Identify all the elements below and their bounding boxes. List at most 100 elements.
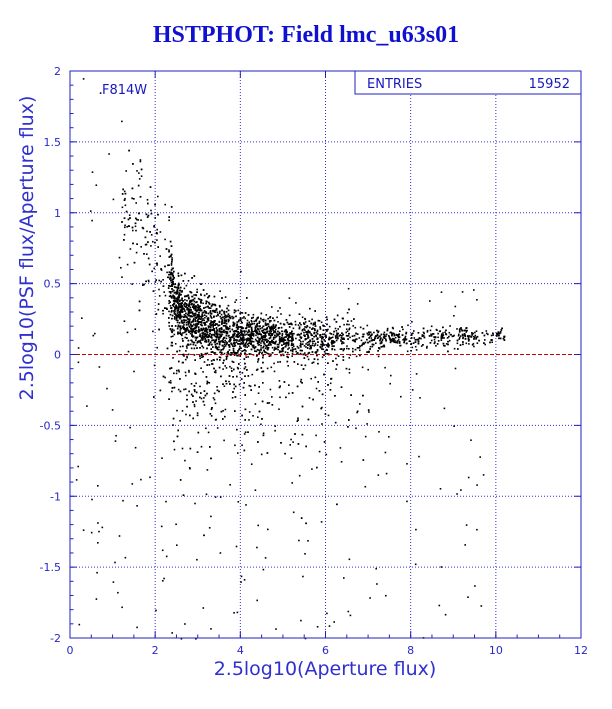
data-point <box>475 336 478 339</box>
data-point <box>162 375 165 378</box>
data-point <box>318 320 321 322</box>
data-point <box>311 351 314 353</box>
data-point <box>329 337 332 340</box>
data-point <box>326 323 328 326</box>
data-point <box>380 333 383 336</box>
data-point <box>184 330 187 333</box>
data-point <box>177 296 179 298</box>
data-point <box>207 325 210 327</box>
data-point <box>236 354 238 357</box>
data-point <box>219 359 221 361</box>
data-point <box>343 323 345 326</box>
data-point <box>279 396 281 399</box>
data-point <box>346 347 348 350</box>
data-point <box>244 343 247 345</box>
data-point <box>313 345 315 347</box>
data-point <box>471 344 474 346</box>
data-point <box>140 219 142 221</box>
data-point <box>124 192 127 195</box>
data-point <box>234 396 237 398</box>
data-point <box>370 339 373 342</box>
data-point <box>367 368 369 371</box>
data-point <box>198 328 200 331</box>
data-point <box>244 419 246 421</box>
data-point <box>280 350 282 353</box>
data-point <box>473 338 475 340</box>
data-point <box>300 344 302 346</box>
data-point <box>227 320 230 323</box>
data-point <box>248 329 250 331</box>
data-point <box>257 332 259 335</box>
data-point <box>264 351 266 353</box>
data-point <box>229 336 232 339</box>
data-point <box>442 332 444 334</box>
data-point <box>238 319 240 322</box>
data-point <box>383 337 386 339</box>
data-point <box>153 267 155 270</box>
data-point <box>264 332 266 334</box>
data-point <box>483 342 485 344</box>
data-point <box>129 426 131 429</box>
data-point <box>228 344 230 346</box>
data-point <box>273 330 276 332</box>
data-point <box>218 312 221 314</box>
data-point <box>210 334 213 336</box>
data-point <box>264 339 267 342</box>
data-point <box>414 339 417 341</box>
data-point <box>206 300 208 303</box>
data-point <box>138 309 141 312</box>
data-point <box>201 356 203 358</box>
data-point <box>254 338 257 341</box>
data-point <box>441 336 444 338</box>
data-point <box>250 319 253 322</box>
data-point <box>274 425 276 427</box>
data-point <box>229 325 231 328</box>
data-point <box>281 338 284 341</box>
data-point <box>336 336 339 338</box>
data-point <box>240 378 243 380</box>
data-point <box>410 333 413 335</box>
data-point <box>267 347 269 349</box>
data-point <box>274 334 276 337</box>
data-point <box>194 312 197 315</box>
data-point <box>147 279 150 282</box>
data-point <box>195 326 197 329</box>
data-point <box>169 328 172 330</box>
data-point <box>433 336 435 338</box>
data-point <box>270 330 272 333</box>
data-point <box>257 524 259 527</box>
data-point <box>319 334 321 337</box>
data-point <box>196 323 198 326</box>
data-point <box>171 272 174 274</box>
data-point <box>212 346 214 348</box>
data-point <box>177 324 180 327</box>
data-point <box>168 317 170 319</box>
data-point <box>221 316 223 319</box>
data-point <box>191 328 193 331</box>
data-point <box>404 335 407 338</box>
data-point <box>212 328 215 331</box>
data-point <box>170 245 173 247</box>
data-point <box>333 621 335 623</box>
data-point <box>342 349 345 352</box>
data-point <box>264 347 267 350</box>
y-tick-label: 2 <box>54 65 61 78</box>
data-point <box>205 302 207 305</box>
data-point <box>181 333 183 335</box>
data-point <box>372 343 375 346</box>
data-point <box>280 337 283 339</box>
data-point <box>323 354 325 356</box>
data-point <box>313 332 315 335</box>
data-point <box>202 311 205 314</box>
data-point <box>316 329 319 332</box>
data-point <box>303 345 306 347</box>
data-point <box>171 284 173 286</box>
data-point <box>447 343 449 346</box>
data-point <box>197 319 199 321</box>
data-point <box>177 369 180 371</box>
data-point <box>220 410 223 413</box>
data-point <box>129 248 132 250</box>
data-point <box>248 411 251 413</box>
data-point <box>209 314 212 317</box>
data-point <box>277 333 280 336</box>
